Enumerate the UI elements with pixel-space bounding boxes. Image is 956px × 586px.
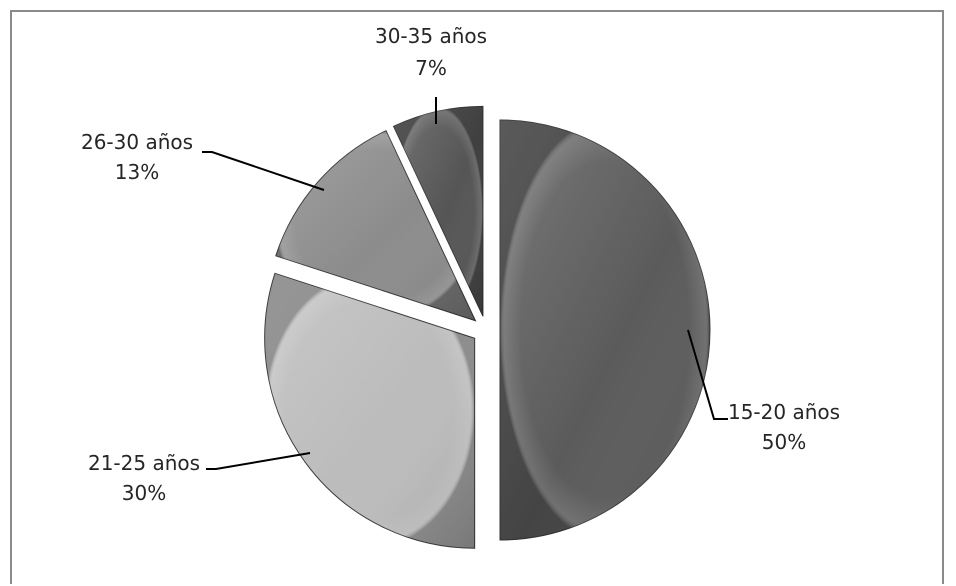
slice-15-20-anos bbox=[499, 119, 711, 541]
slice-15-20-anos-percent-label: 50% bbox=[762, 430, 806, 454]
slice-26-30-anos-leader-line bbox=[202, 151, 325, 191]
slice-26-30-anos-bevel bbox=[275, 130, 476, 321]
slice-26-30-anos-label: 26-30 años bbox=[81, 130, 193, 154]
slice-26-30-anos bbox=[275, 130, 477, 322]
slice-15-20-anos-bevel bbox=[500, 120, 710, 540]
slice-30-35-anos-percent-label: 7% bbox=[415, 56, 447, 80]
chart-area: 15-20 años 50% 21-25 años 30% 26-30 años 13% 3… bbox=[10, 10, 944, 584]
slice-21-25-anos bbox=[264, 272, 476, 549]
slice-21-25-anos-leader-line bbox=[206, 452, 311, 470]
data-labels: 15-20 años 50% 21-25 años 30% 26-30 años 13% 3… bbox=[81, 24, 840, 505]
slice-21-25-anos-bevel bbox=[264, 273, 475, 549]
slice-21-25-anos-label: 21-25 años bbox=[88, 451, 200, 475]
slice-15-20-anos-leader-line bbox=[687, 329, 728, 420]
slice-30-35-anos-bevel bbox=[393, 106, 483, 317]
pie-chart: 15-20 años 50% 21-25 años 30% 26-30 años 13% 3… bbox=[81, 24, 840, 549]
slice-30-35-anos-label: 30-35 años bbox=[375, 24, 487, 48]
slice-30-35-anos bbox=[392, 105, 484, 317]
slice-26-30-anos-percent-label: 13% bbox=[115, 160, 159, 184]
slice-15-20-anos-label: 15-20 años bbox=[728, 400, 840, 424]
slices-layer bbox=[264, 105, 711, 549]
leader-lines bbox=[202, 97, 728, 470]
slice-21-25-anos-percent-label: 30% bbox=[122, 481, 166, 505]
